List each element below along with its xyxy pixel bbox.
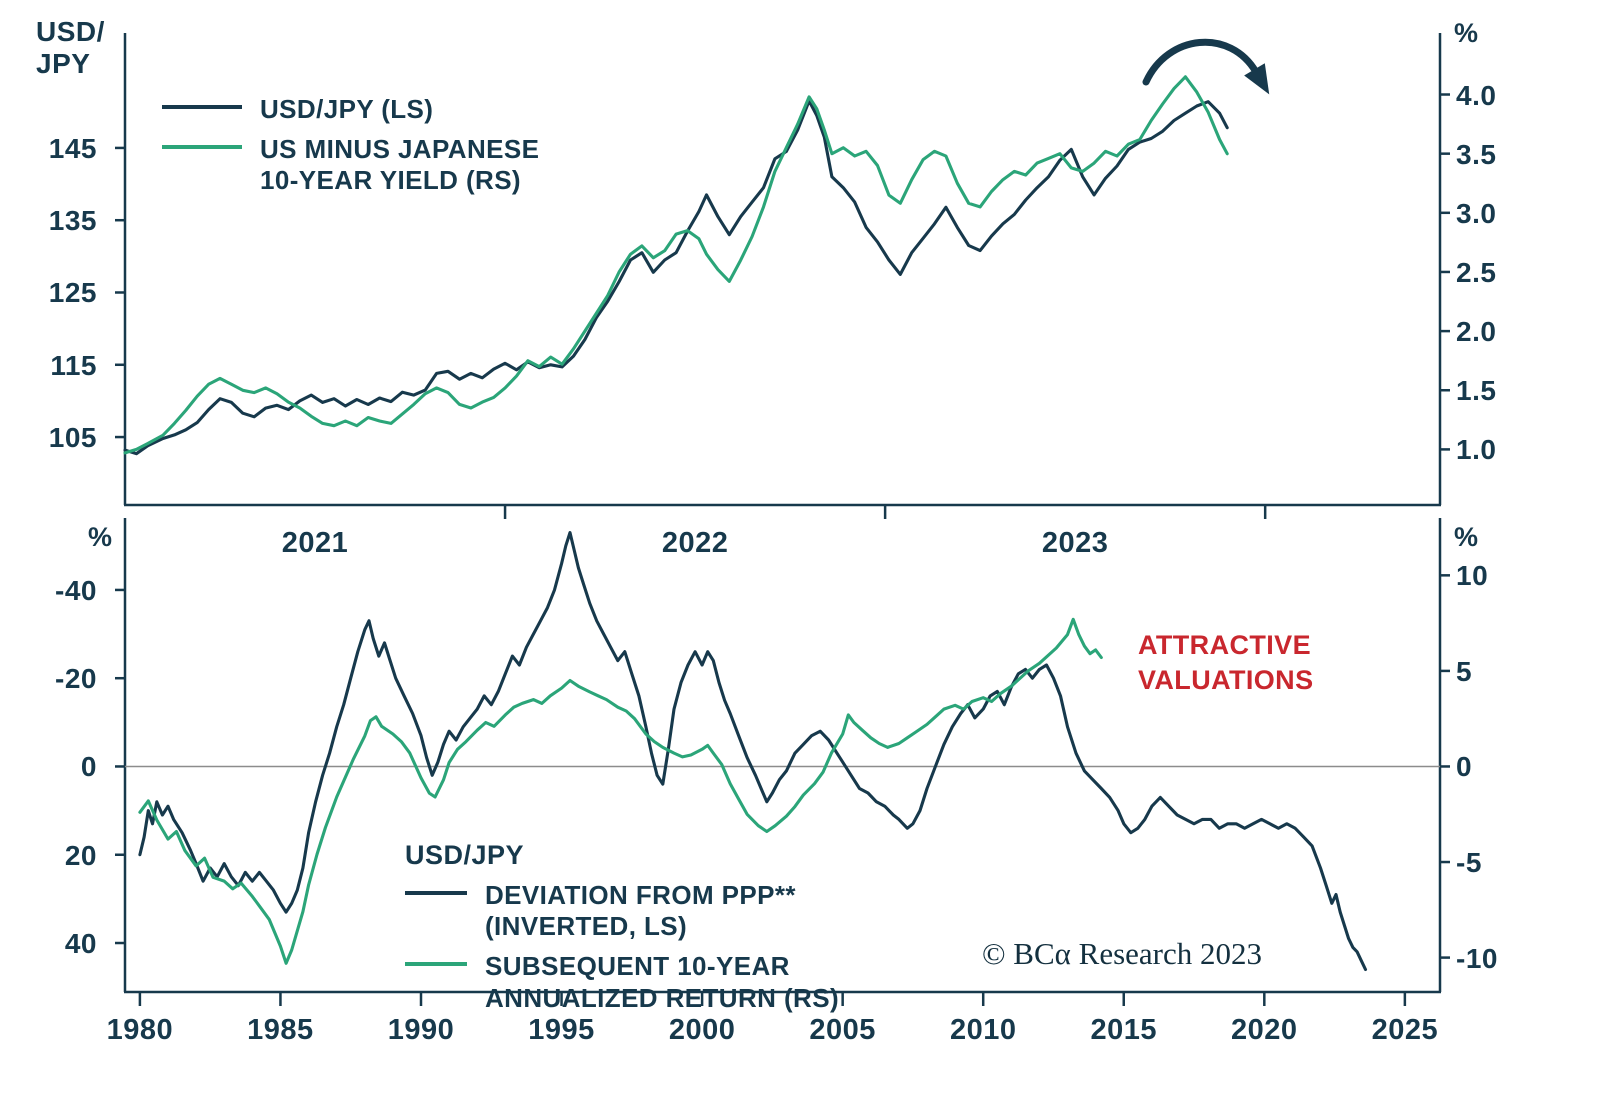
right-tick-label: 2.5 — [1456, 256, 1497, 288]
left-tick-label: -20 — [55, 663, 97, 695]
x-axis-label: 2025 — [1371, 1014, 1439, 1046]
left-tick-label: 40 — [64, 928, 97, 959]
x-axis-label: 2000 — [668, 1014, 736, 1046]
top-left-axis-title: USD/ JPY — [36, 16, 105, 80]
right-tick-label: -5 — [1456, 847, 1482, 879]
x-axis-label: 2023 — [1041, 527, 1109, 559]
right-tick-label: 1.0 — [1456, 434, 1497, 466]
right-tick-label: 10 — [1456, 560, 1489, 592]
right-tick-label: 3.5 — [1456, 138, 1497, 170]
legend-swatch-subsequent-return — [405, 962, 467, 967]
legend-item-yield-spread: US MINUS JAPANESE 10-YEAR YIELD (RS) — [162, 134, 539, 196]
bottom-legend: USD/JPY DEVIATION FROM PPP** (INVERTED, … — [405, 840, 839, 1014]
x-axis-label: 2005 — [809, 1014, 876, 1046]
right-tick-label: 5 — [1456, 655, 1473, 687]
legend-label-ppp-deviation: DEVIATION FROM PPP** (INVERTED, LS) — [485, 880, 796, 942]
attractive-valuations-annotation: ATTRACTIVE VALUATIONS — [1138, 630, 1314, 696]
left-tick-label: 0 — [80, 751, 97, 783]
legend-label-subsequent-return: SUBSEQUENT 10-YEAR ANNUALIZED RETURN (RS… — [485, 951, 839, 1013]
series-line-us-jp-10y-spread-rs — [123, 75, 1229, 455]
trend-arrow-icon — [1142, 38, 1270, 95]
x-axis-label: 1985 — [247, 1014, 314, 1046]
legend-item-usdjpy: USD/JPY (LS) — [162, 94, 539, 125]
right-tick-label: 0 — [1456, 751, 1473, 783]
x-axis-label: 2022 — [661, 527, 729, 559]
right-tick-label: 2.0 — [1456, 316, 1497, 348]
x-axis-label: 2010 — [949, 1014, 1017, 1046]
left-tick-label: -40 — [55, 574, 97, 606]
bottom-left-axis-title: % — [88, 522, 113, 552]
x-axis-label: 2020 — [1231, 1014, 1298, 1046]
left-tick-label: 145 — [48, 132, 97, 164]
legend-label-yield-spread: US MINUS JAPANESE 10-YEAR YIELD (RS) — [260, 134, 540, 196]
left-tick-label: 135 — [48, 205, 97, 237]
right-tick-label: 3.0 — [1456, 197, 1497, 229]
x-axis-label: 1980 — [106, 1014, 174, 1046]
legend-item-ppp-deviation: DEVIATION FROM PPP** (INVERTED, LS) — [405, 880, 839, 942]
copyright-text: © BCα Research 2023 — [982, 936, 1262, 971]
bottom-right-axis-title: % — [1454, 522, 1479, 552]
x-axis-label: 2021 — [281, 527, 349, 559]
left-tick-label: 105 — [48, 422, 97, 454]
top-legend: USD/JPY (LS) US MINUS JAPANESE 10-YEAR Y… — [162, 94, 539, 197]
legend-swatch-yield-spread — [162, 145, 242, 150]
legend-swatch-ppp-deviation — [405, 891, 467, 895]
x-axis-label: 1995 — [528, 1014, 595, 1046]
legend-item-subsequent-return: SUBSEQUENT 10-YEAR ANNUALIZED RETURN (RS… — [405, 951, 839, 1013]
left-tick-label: 125 — [48, 277, 97, 309]
left-tick-label: 20 — [64, 839, 97, 871]
right-tick-label: 1.5 — [1456, 375, 1497, 407]
top-right-axis-title: % — [1454, 18, 1479, 48]
legend-swatch-usdjpy — [162, 105, 242, 109]
right-tick-label: -10 — [1456, 942, 1498, 974]
x-axis-label: 2015 — [1090, 1014, 1157, 1046]
bottom-legend-title: USD/JPY — [405, 840, 525, 870]
left-tick-label: 115 — [50, 349, 97, 381]
series-line-ppp-deviation-ls — [138, 531, 1368, 972]
right-tick-label: 4.0 — [1456, 79, 1497, 111]
x-axis-label: 1990 — [387, 1014, 455, 1046]
series-line-subsequent-10y-return-rs — [138, 617, 1103, 965]
legend-label-usdjpy: USD/JPY (LS) — [260, 94, 434, 124]
